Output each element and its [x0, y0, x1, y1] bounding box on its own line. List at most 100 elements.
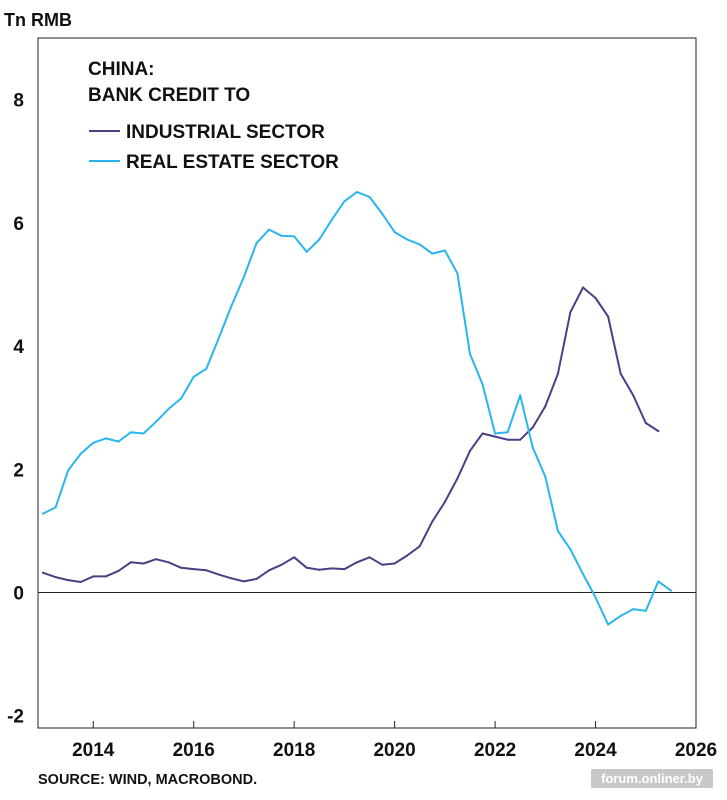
- chart-title: CHINA:: [88, 59, 155, 80]
- real-estate-data-point: [180, 397, 183, 400]
- real-estate-data-point: [619, 614, 622, 617]
- real-estate-data-point: [268, 228, 271, 231]
- x-axis-ticks: 2014 2016 2018 2020 2022 2024 2026: [72, 721, 717, 761]
- x-tick-label: 2018: [273, 740, 315, 761]
- real-estate-data-point: [255, 242, 258, 245]
- industrial-data-point: [155, 558, 157, 561]
- industrial-data-point: [167, 561, 170, 564]
- real-estate-sector-line: [42, 191, 672, 626]
- industrial-data-point: [381, 563, 384, 566]
- real-estate-data-point: [192, 375, 195, 378]
- real-estate-data-point: [305, 250, 308, 253]
- industrial-data-point: [242, 580, 245, 583]
- real-estate-data-point: [42, 512, 44, 515]
- industrial-data-point: [255, 577, 258, 580]
- real-estate-data-point: [544, 475, 547, 478]
- real-estate-data-point: [330, 218, 333, 221]
- chart-subtitle: BANK CREDIT TO: [88, 85, 250, 106]
- real-estate-data-point: [230, 305, 233, 307]
- plot-frame: [37, 37, 697, 729]
- industrial-data-point: [117, 569, 120, 572]
- industrial-data-point: [368, 556, 371, 559]
- industrial-data-point: [305, 566, 308, 569]
- industrial-data-point: [180, 566, 183, 569]
- y-tick-label: 8: [13, 91, 24, 112]
- industrial-data-point: [519, 438, 522, 441]
- industrial-data-point: [582, 286, 584, 289]
- real-estate-data-point: [506, 431, 509, 434]
- watermark-background: [591, 769, 713, 788]
- real-estate-data-point: [456, 272, 459, 275]
- industrial-sector-line: [42, 286, 660, 583]
- x-tick-label: 2026: [675, 740, 717, 761]
- industrial-data-point: [544, 405, 547, 408]
- industrial-data-point: [280, 563, 283, 566]
- real-estate-data-point: [104, 437, 107, 440]
- y-tick-label: 6: [13, 214, 24, 235]
- x-tick-label: 2024: [574, 740, 617, 761]
- industrial-data-point: [79, 581, 82, 583]
- real-estate-data-point: [92, 441, 95, 444]
- real-estate-data-point: [381, 212, 384, 215]
- real-estate-data-point: [54, 506, 57, 509]
- industrial-data-point: [469, 449, 471, 452]
- real-estate-data-point: [117, 440, 120, 443]
- industrial-data-point: [330, 567, 333, 570]
- real-estate-data-point: [167, 407, 170, 410]
- real-estate-data-point: [531, 446, 534, 449]
- industrial-data-point: [569, 311, 572, 314]
- industrial-data-point: [42, 571, 44, 574]
- legend-label-industrial: INDUSTRIAL SECTOR: [126, 122, 325, 143]
- industrial-data-point: [657, 430, 660, 433]
- industrial-data-point: [594, 297, 597, 299]
- real-estate-data-point: [607, 623, 610, 626]
- real-estate-data-point: [481, 383, 484, 386]
- real-estate-data-point: [155, 420, 157, 423]
- real-estate-data-point: [582, 573, 584, 575]
- industrial-data-point: [418, 545, 421, 548]
- real-estate-data-point: [280, 234, 283, 237]
- industrial-data-point: [531, 426, 534, 429]
- real-estate-data-point: [205, 367, 208, 370]
- real-estate-data-point: [431, 252, 434, 255]
- industrial-data-point: [217, 573, 220, 576]
- watermark: forum.onliner.by: [591, 769, 713, 788]
- industrial-data-point: [104, 575, 107, 578]
- real-estate-data-point: [669, 589, 672, 592]
- y-axis-unit-label: Tn RMB: [4, 10, 72, 30]
- real-estate-data-point: [594, 596, 597, 599]
- x-tick-label: 2016: [173, 740, 215, 761]
- industrial-data-point: [142, 562, 145, 565]
- real-estate-data-point: [494, 432, 497, 435]
- industrial-data-point: [129, 561, 132, 564]
- x-tick-label: 2014: [72, 740, 115, 761]
- industrial-data-point: [54, 576, 57, 579]
- industrial-data-point: [343, 568, 346, 571]
- data-points: [42, 191, 672, 626]
- x-tick-label: 2020: [373, 740, 415, 761]
- real-estate-data-point: [242, 276, 245, 278]
- real-estate-data-point: [569, 548, 572, 551]
- real-estate-data-point: [443, 249, 446, 252]
- watermark-text: forum.onliner.by: [601, 771, 704, 786]
- industrial-data-point: [205, 569, 208, 572]
- real-estate-data-point: [368, 195, 371, 198]
- industrial-data-point: [293, 556, 296, 559]
- real-estate-data-point: [318, 238, 321, 241]
- industrial-data-point: [230, 577, 233, 580]
- y-tick-label: -2: [7, 707, 24, 728]
- industrial-data-point: [556, 372, 559, 375]
- real-estate-data-point: [67, 469, 70, 472]
- real-estate-data-point: [393, 231, 396, 234]
- real-estate-data-point: [519, 394, 522, 397]
- industrial-data-point: [443, 500, 446, 503]
- industrial-data-point: [356, 561, 358, 564]
- y-tick-label: 0: [13, 583, 24, 604]
- industrial-data-point: [92, 575, 95, 578]
- industrial-data-point: [318, 568, 321, 571]
- industrial-data-point: [393, 562, 396, 565]
- real-estate-data-point: [129, 431, 132, 434]
- real-estate-data-point: [657, 580, 660, 583]
- legend-label-real-estate: REAL ESTATE SECTOR: [126, 152, 339, 173]
